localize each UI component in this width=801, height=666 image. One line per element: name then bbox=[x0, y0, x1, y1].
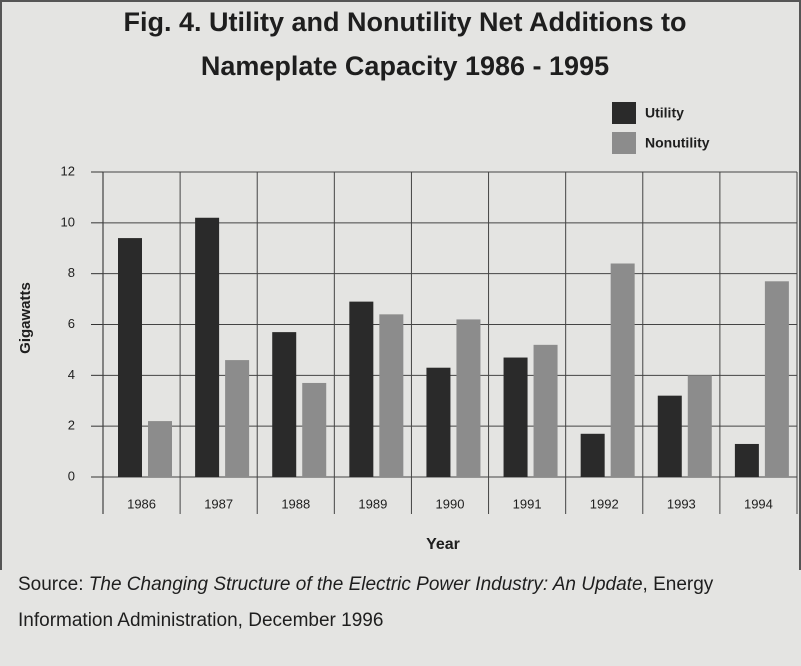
bar bbox=[456, 319, 481, 477]
x-tick-label: 1994 bbox=[744, 496, 773, 511]
bar bbox=[349, 301, 374, 477]
bar bbox=[503, 357, 528, 477]
bar bbox=[764, 281, 789, 477]
source-line: Information Administration, December 199… bbox=[18, 610, 384, 631]
x-tick-label: 1989 bbox=[358, 496, 387, 511]
bar bbox=[195, 217, 220, 477]
x-tick-label: 1986 bbox=[127, 496, 156, 511]
bar bbox=[657, 395, 682, 477]
x-tick-label: 1987 bbox=[204, 496, 233, 511]
bar bbox=[302, 382, 327, 477]
y-tick-label: 0 bbox=[68, 468, 75, 483]
x-tick-label: 1993 bbox=[667, 496, 696, 511]
chart: Fig. 4. Utility and Nonutility Net Addit… bbox=[0, 0, 801, 570]
source-line: Source: The Changing Structure of the El… bbox=[18, 574, 713, 596]
x-tick-label: 1991 bbox=[513, 496, 542, 511]
bar bbox=[734, 443, 759, 477]
y-tick-label: 12 bbox=[61, 163, 75, 178]
bar bbox=[426, 367, 451, 477]
x-axis-label: Year bbox=[426, 536, 460, 553]
source-text: , Energy bbox=[642, 574, 714, 595]
y-tick-label: 8 bbox=[68, 265, 75, 280]
legend-swatch bbox=[612, 132, 636, 154]
y-tick-label: 6 bbox=[68, 316, 75, 331]
bar bbox=[379, 314, 404, 477]
bar bbox=[687, 375, 712, 477]
y-tick-label: 2 bbox=[68, 418, 75, 433]
bar bbox=[118, 238, 142, 477]
bar bbox=[610, 263, 635, 477]
x-tick-label: 1988 bbox=[281, 496, 310, 511]
chart-title: Fig. 4. Utility and Nonutility Net Addit… bbox=[124, 7, 687, 37]
source-label: Source: bbox=[18, 574, 84, 595]
bar bbox=[272, 332, 297, 477]
y-axis-label: Gigawatts bbox=[17, 282, 34, 354]
x-tick-label: 1992 bbox=[590, 496, 619, 511]
bar bbox=[580, 433, 605, 477]
source-work: The Changing Structure of the Electric P… bbox=[88, 574, 643, 595]
x-tick-label: 1990 bbox=[436, 496, 465, 511]
legend-swatch bbox=[612, 102, 636, 124]
chart-title: Nameplate Capacity 1986 - 1995 bbox=[201, 51, 609, 81]
y-tick-label: 4 bbox=[68, 367, 75, 382]
bar bbox=[225, 360, 250, 477]
bar bbox=[533, 344, 558, 477]
bar bbox=[148, 421, 172, 477]
frame bbox=[0, 0, 801, 570]
y-tick-label: 10 bbox=[61, 214, 75, 229]
legend-label: Utility bbox=[645, 105, 684, 121]
legend-label: Nonutility bbox=[645, 135, 710, 151]
